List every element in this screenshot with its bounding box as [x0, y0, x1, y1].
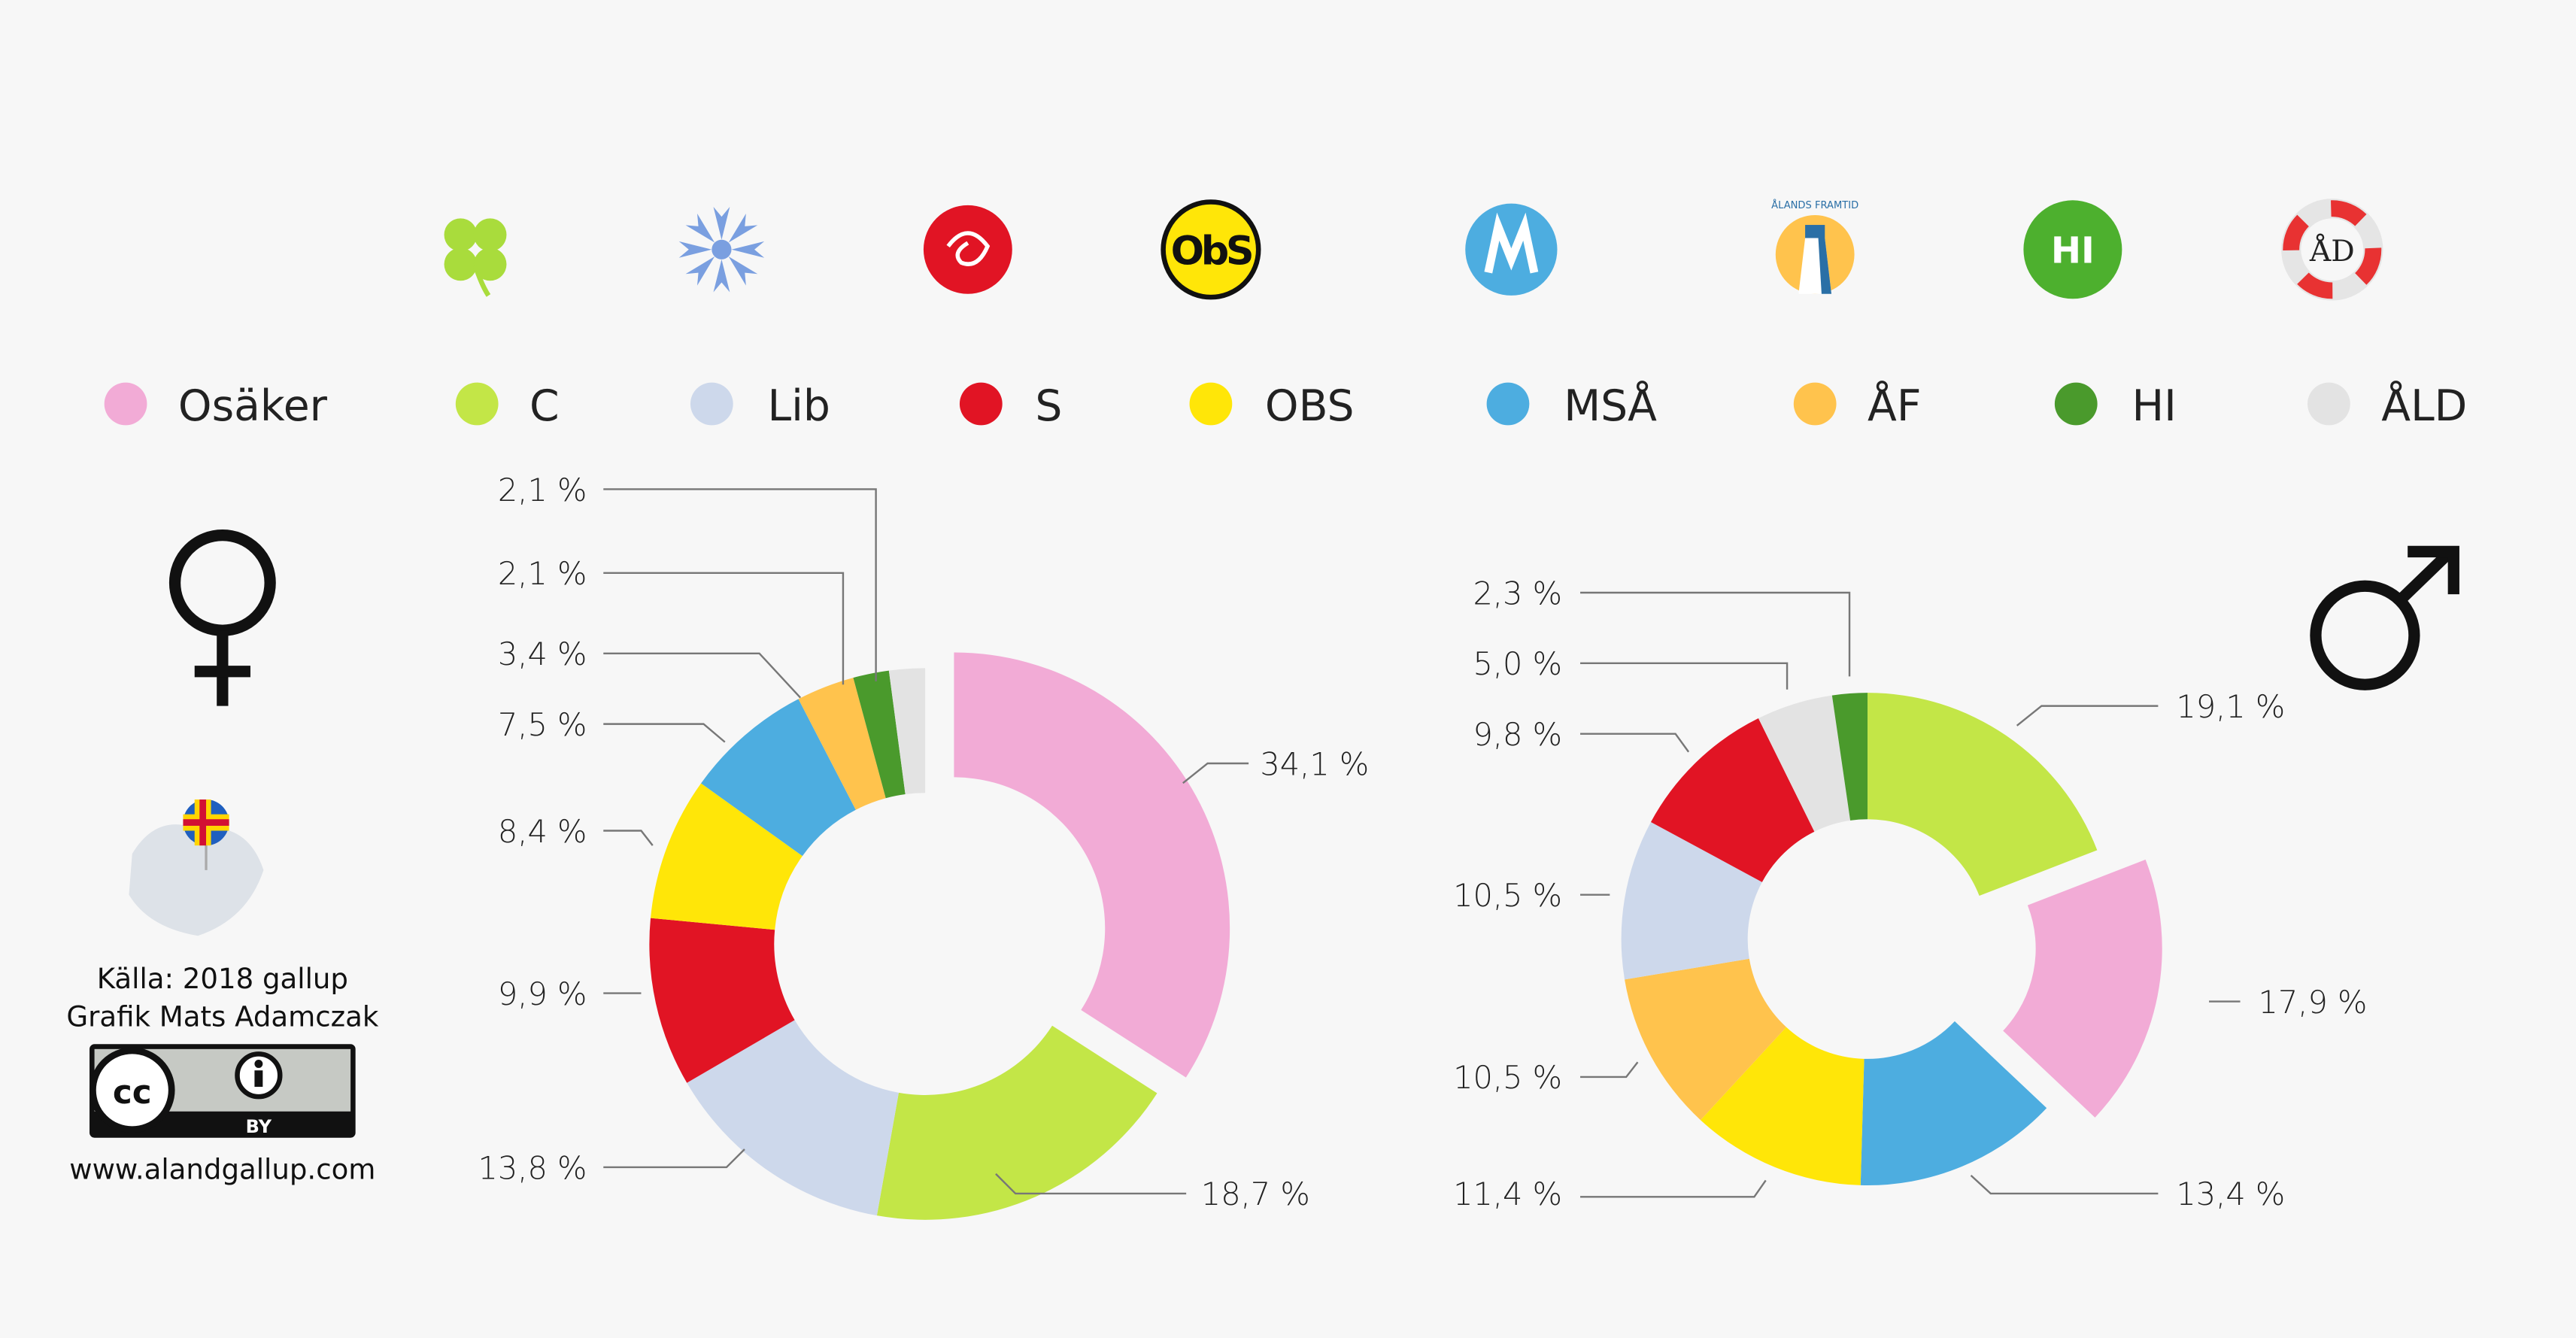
website-link[interactable]: www.alandgallup.com: [69, 1153, 375, 1185]
cc-icon: cc: [113, 1073, 152, 1112]
legend-item-msa: MSÅ: [1486, 380, 1657, 431]
data-label-msa: 13,4 %: [2176, 1176, 2285, 1212]
data-label-obs: 8,4 %: [498, 814, 587, 850]
alands-framtid-lighthouse-logo-icon: ÅLANDS FRAMTID: [1771, 199, 1858, 294]
msa-logo-icon: [1465, 203, 1558, 296]
aland-flag-pin-icon: [183, 799, 229, 846]
by-label: BY: [246, 1116, 272, 1137]
centern-clover-logo-icon: [444, 218, 507, 297]
liberalerna-cornflower-logo-icon: [678, 207, 765, 293]
female-donut-chart: [649, 652, 1230, 1220]
male-donut-chart: [1621, 693, 2162, 1185]
data-label-hi: 2,1 %: [498, 556, 587, 592]
donut-slice-osäker: [954, 652, 1230, 1078]
legend-label: OBS: [1265, 381, 1355, 431]
legend: Osäker C Lib S OBS MSÅ ÅF HI ÅLD: [104, 380, 2467, 431]
data-label-lib: 13,8 %: [478, 1150, 587, 1186]
legend-item-s: S: [959, 381, 1062, 431]
obs-logo-icon: ObS: [1161, 199, 1261, 300]
donut-slice-lib: [687, 1020, 899, 1216]
hi-logo-icon: HI: [2023, 200, 2122, 299]
legend-label: S: [1035, 381, 1062, 431]
data-label-c: 18,7 %: [1201, 1176, 1310, 1212]
legend-item-ald: ÅLD: [2307, 380, 2467, 431]
donut-slice-åf: [1625, 958, 1786, 1121]
legend-item-lib: Lib: [690, 381, 830, 431]
alands-framtid-logo-text: ÅLANDS FRAMTID: [1771, 199, 1858, 211]
legend-label: HI: [2131, 381, 2176, 431]
data-label-msa: 7,5 %: [498, 707, 587, 743]
donut-slice-obs: [651, 783, 803, 930]
legend-item-obs: OBS: [1189, 381, 1355, 431]
data-label-af: 10,5 %: [1453, 1060, 1562, 1096]
donut-slice-hi: [853, 670, 906, 799]
donut-slice-c: [1868, 693, 2098, 897]
legend-item-hi: HI: [2054, 381, 2177, 431]
donut-slice-s: [1650, 718, 1815, 882]
donut-slice-mså: [1860, 1021, 2047, 1185]
data-label-obs: 11,4 %: [1453, 1176, 1562, 1212]
ald-logo-text: ÅD: [2309, 233, 2355, 269]
attribution-icon: [235, 1051, 283, 1100]
data-label-hi: 2,3 %: [1473, 575, 1562, 611]
legend-item-c: C: [455, 381, 560, 431]
data-label-s: 9,9 %: [498, 976, 587, 1012]
data-label-osaker: 34,1 %: [1260, 746, 1369, 782]
donut-slice-åld: [888, 668, 926, 795]
ald-lifebuoy-logo-icon: ÅD: [2281, 199, 2383, 301]
author-text: Grafik Mats Adamczak: [66, 1000, 378, 1033]
cc-by-license-badge[interactable]: cc BY: [90, 1044, 356, 1138]
obs-logo-text: ObS: [1171, 228, 1252, 274]
donut-slice-åf: [798, 678, 886, 810]
donut-slice-c: [876, 1025, 1158, 1220]
hi-logo-text: HI: [2051, 229, 2095, 272]
donut-slice-s: [649, 918, 795, 1083]
donut-slice-osäker: [2003, 859, 2162, 1118]
legend-label: ÅF: [1868, 380, 1921, 431]
legend-label: Osäker: [178, 381, 328, 431]
data-label-af: 3,4 %: [498, 636, 587, 672]
male-data-labels: 2,3 % 5,0 % 9,8 % 10,5 % 10,5 % 11,4 % 1…: [1453, 575, 2367, 1212]
legend-item-osaker: Osäker: [104, 381, 328, 431]
male-symbol-icon: [2310, 545, 2459, 690]
data-label-ald: 2,1 %: [498, 472, 587, 508]
source-text: Källa: 2018 gallup: [97, 963, 348, 995]
female-symbol-icon: [168, 529, 276, 706]
legend-label: Lib: [768, 381, 830, 431]
donut-slice-hi: [1831, 693, 1868, 821]
data-label-c: 19,1 %: [2176, 689, 2285, 725]
socialdemokraterna-rose-logo-icon: [923, 205, 1012, 294]
donut-slice-lib: [1621, 821, 1762, 980]
donut-slice-obs: [1700, 1027, 1864, 1185]
female-data-labels: 2,1 % 2,1 % 3,4 % 7,5 % 8,4 % 9,9 % 13,8…: [478, 472, 1370, 1212]
legend-label: ÅLD: [2381, 380, 2467, 431]
legend-item-af: ÅF: [1793, 380, 1922, 431]
data-label-ald: 5,0 %: [1473, 646, 1562, 682]
party-logos: ObS ÅLANDS FRAMTID HI ÅD: [444, 199, 2383, 301]
donut-slice-mså: [701, 699, 856, 857]
data-label-lib: 10,5 %: [1453, 878, 1562, 914]
legend-label: C: [529, 381, 560, 431]
data-label-osaker: 17,9 %: [2259, 985, 2368, 1021]
aland-map-icon: [129, 799, 264, 936]
donut-slice-åld: [1758, 695, 1851, 832]
data-label-s: 9,8 %: [1473, 717, 1562, 753]
legend-label: MSÅ: [1564, 380, 1657, 431]
